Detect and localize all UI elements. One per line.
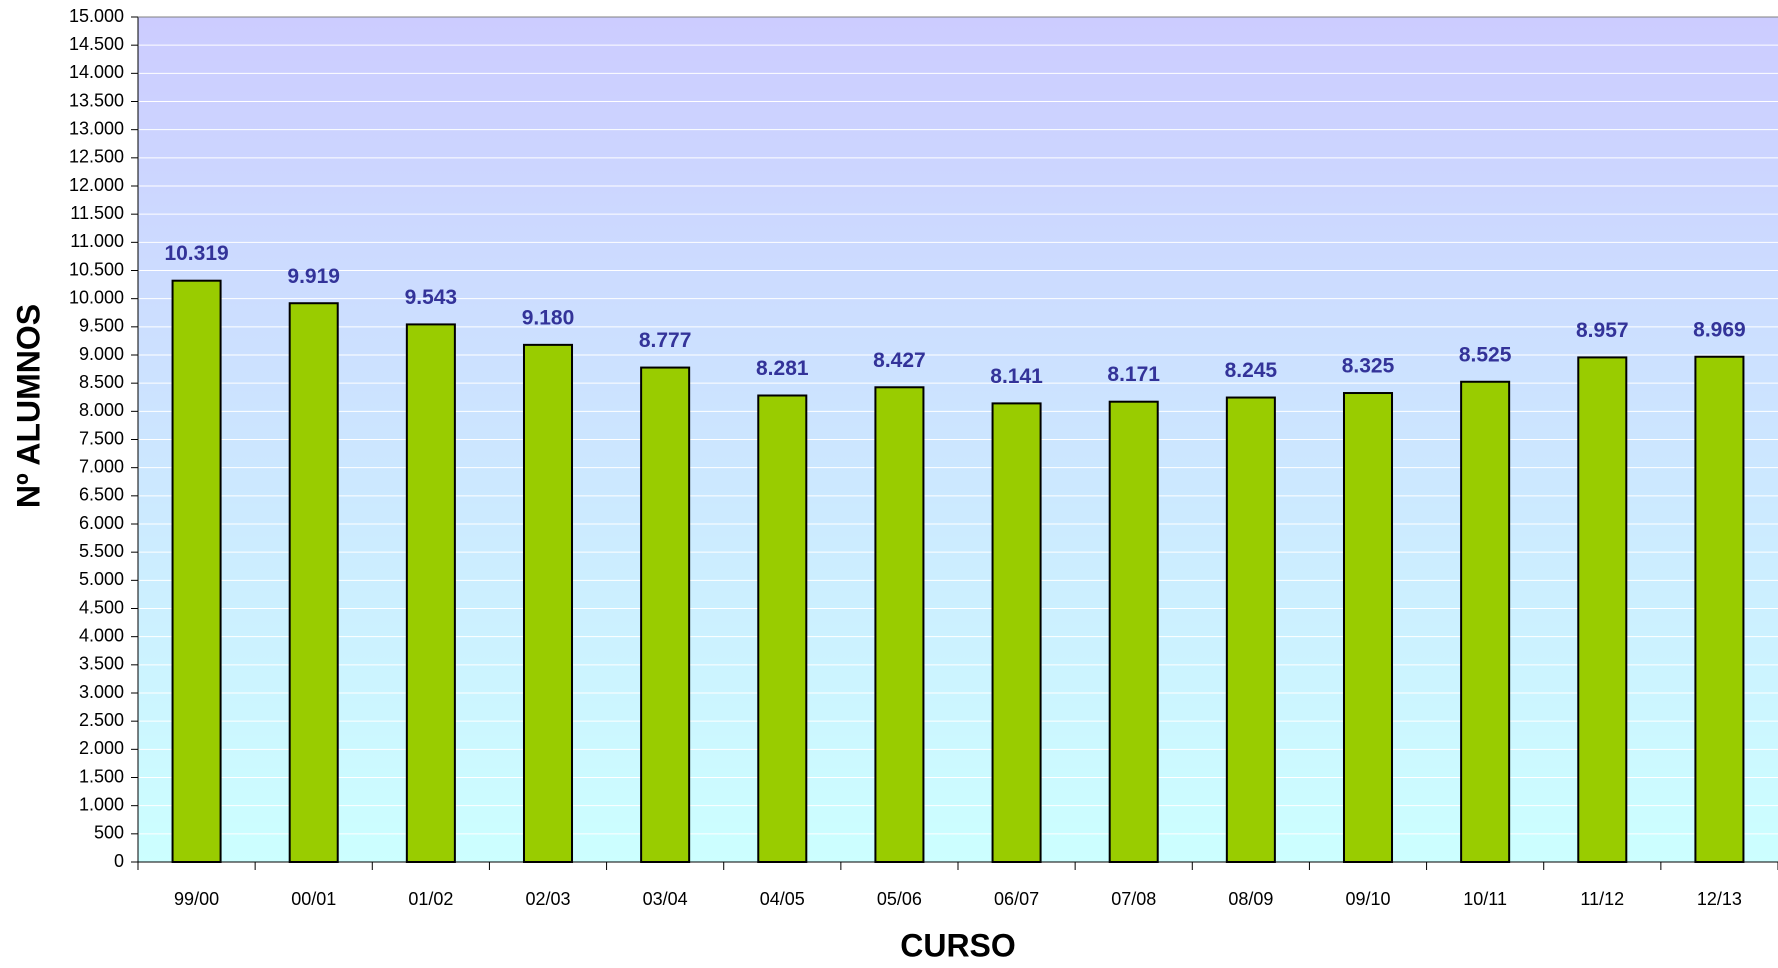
y-tick-label: 8.500 bbox=[79, 372, 124, 392]
bar bbox=[522, 343, 574, 863]
bar bbox=[405, 323, 456, 863]
value-label: 8.957 bbox=[1576, 319, 1629, 342]
y-tick-label: 2.500 bbox=[79, 710, 124, 730]
bar bbox=[757, 394, 808, 863]
y-tick-label: 2.000 bbox=[79, 738, 124, 758]
value-label: 9.180 bbox=[522, 306, 575, 329]
x-tick-label: 02/03 bbox=[525, 889, 570, 909]
x-tick-label: 12/13 bbox=[1697, 889, 1742, 909]
y-tick-label: 6.000 bbox=[79, 513, 124, 533]
bar bbox=[991, 402, 1042, 863]
y-tick-label: 6.500 bbox=[79, 485, 124, 505]
x-tick-label: 10/11 bbox=[1463, 889, 1507, 909]
y-tick-label: 10.500 bbox=[69, 259, 124, 279]
bar bbox=[1225, 396, 1276, 863]
x-tick-label: 00/01 bbox=[291, 889, 336, 909]
value-label: 8.969 bbox=[1693, 318, 1746, 341]
x-tick-label: 07/08 bbox=[1111, 889, 1156, 909]
y-tick-label: 3.500 bbox=[79, 654, 124, 674]
y-tick-label: 14.500 bbox=[69, 34, 124, 54]
y-tick-label: 5.000 bbox=[79, 569, 124, 589]
y-tick-label: 4.500 bbox=[79, 597, 124, 617]
bar bbox=[640, 366, 691, 863]
x-axis-title: CURSO bbox=[900, 927, 1016, 963]
y-tick-label: 3.000 bbox=[79, 682, 124, 702]
y-tick-label: 7.500 bbox=[79, 428, 124, 448]
bar bbox=[171, 279, 222, 863]
value-label: 8.281 bbox=[756, 357, 809, 380]
bar bbox=[1694, 355, 1745, 863]
y-tick-label: 8.000 bbox=[79, 400, 124, 420]
value-label: 8.325 bbox=[1342, 355, 1395, 378]
y-tick-label: 0 bbox=[114, 851, 124, 871]
y-tick-label: 12.500 bbox=[69, 147, 124, 167]
bar bbox=[1460, 380, 1511, 863]
y-axis-title: Nº ALUMNOS bbox=[10, 304, 46, 508]
y-tick-label: 13.500 bbox=[69, 90, 124, 110]
y-tick-label: 15.000 bbox=[69, 6, 124, 26]
y-tick-label: 9.500 bbox=[79, 316, 124, 336]
y-tick-label: 4.000 bbox=[79, 625, 124, 645]
x-tick-label: 09/10 bbox=[1345, 889, 1390, 909]
x-tick-label: 01/02 bbox=[408, 889, 453, 909]
x-tick-label: 11/12 bbox=[1580, 889, 1624, 909]
x-tick-label: 05/06 bbox=[877, 889, 922, 909]
y-tick-label: 11.000 bbox=[70, 231, 124, 251]
x-tick-label: 06/07 bbox=[994, 889, 1039, 909]
y-tick-label: 7.000 bbox=[79, 456, 124, 476]
y-tick-label: 1.000 bbox=[79, 794, 124, 814]
y-tick-label: 11.500 bbox=[70, 203, 124, 223]
y-tick-label: 12.000 bbox=[69, 175, 124, 195]
value-label: 9.543 bbox=[405, 286, 458, 309]
y-tick-label: 10.000 bbox=[69, 287, 124, 307]
y-tick-label: 1.500 bbox=[79, 766, 124, 786]
value-label: 10.319 bbox=[164, 242, 228, 265]
bar bbox=[874, 386, 925, 863]
x-tick-label: 99/00 bbox=[174, 889, 219, 909]
y-tick-label: 5.500 bbox=[79, 541, 124, 561]
bar bbox=[1342, 392, 1394, 863]
y-tick-label: 14.000 bbox=[69, 62, 124, 82]
y-tick-label: 500 bbox=[94, 823, 124, 843]
value-label: 8.777 bbox=[639, 329, 692, 352]
y-tick-label: 9.000 bbox=[79, 344, 124, 364]
bar bbox=[1577, 356, 1628, 863]
value-label: 8.525 bbox=[1459, 343, 1512, 366]
x-tick-label: 04/05 bbox=[760, 889, 805, 909]
x-tick-label: 08/09 bbox=[1228, 889, 1273, 909]
x-tick-label: 03/04 bbox=[643, 889, 688, 909]
bar bbox=[1108, 400, 1159, 863]
value-label: 8.171 bbox=[1107, 363, 1160, 386]
value-label: 9.919 bbox=[287, 265, 340, 288]
value-label: 8.245 bbox=[1225, 359, 1278, 382]
bar bbox=[288, 302, 339, 863]
y-tick-label: 13.000 bbox=[69, 118, 124, 138]
value-label: 8.141 bbox=[990, 365, 1043, 388]
value-label: 8.427 bbox=[873, 349, 926, 372]
